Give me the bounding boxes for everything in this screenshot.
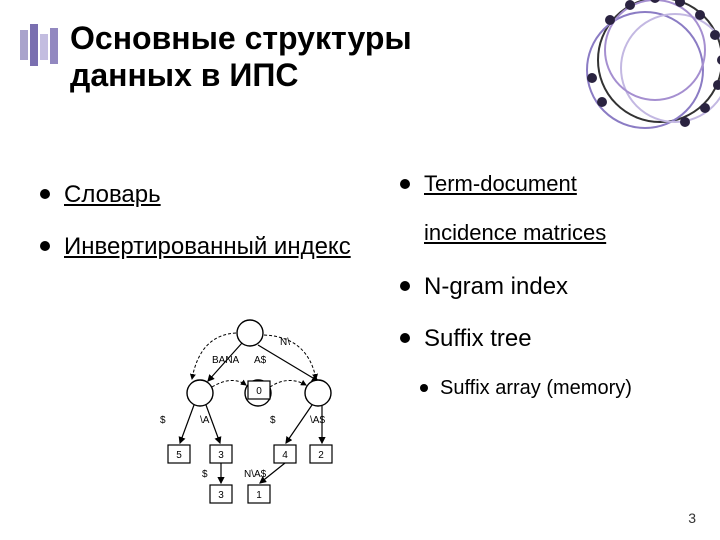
svg-text:\A$: \A$ (310, 415, 325, 426)
bullet-item: Словарь (40, 180, 360, 210)
bullet-icon (40, 241, 50, 251)
svg-text:N\: N\ (280, 337, 290, 348)
title-line-1: Основные структуры (70, 20, 412, 56)
svg-text:N\A$: N\A$ (244, 469, 267, 480)
bullet-text: Term-document (424, 170, 577, 198)
svg-text:2: 2 (318, 450, 324, 461)
suffix-tree-diagram: 0534231N\BANAA$$\A$\A$$N\A$ (150, 310, 360, 520)
title-line-2: данных в ИПС (70, 57, 298, 93)
bullet-icon (420, 384, 428, 392)
bullet-icon (400, 281, 410, 291)
svg-text:5: 5 (176, 450, 182, 461)
bullet-item: Инвертированный индекс (40, 232, 360, 262)
svg-text:\A: \A (200, 415, 210, 426)
svg-text:$: $ (160, 415, 166, 426)
bar-decoration (20, 20, 60, 70)
bullet-text: Suffix array (memory) (440, 376, 632, 401)
bullet-icon (40, 189, 50, 199)
svg-text:$: $ (270, 415, 276, 426)
bullet-item: N-gram index (400, 272, 700, 302)
bullet-text: Словарь (64, 180, 161, 210)
left-column: Словарь Инвертированный индекс (40, 180, 360, 284)
svg-text:4: 4 (282, 450, 288, 461)
page-number: 3 (688, 510, 696, 526)
bullet-item: Term-document (400, 170, 700, 198)
bullet-icon (400, 333, 410, 343)
svg-text:$: $ (202, 469, 208, 480)
corner-decoration (550, 0, 720, 170)
bullet-text: Suffix tree (424, 324, 532, 354)
svg-text:A$: A$ (254, 355, 267, 366)
bullet-item-small: Suffix array (memory) (400, 376, 700, 401)
right-column: Term-document incidence matrices N-gram … (400, 170, 700, 423)
bullet-icon (400, 179, 410, 189)
svg-text:0: 0 (256, 386, 262, 397)
svg-text:3: 3 (218, 490, 224, 501)
bullet-text: N-gram index (424, 272, 568, 302)
bullet-item: Suffix tree (400, 324, 700, 354)
svg-text:BANA: BANA (212, 355, 240, 366)
svg-text:1: 1 (256, 490, 262, 501)
bullet-subline: incidence matrices (424, 220, 700, 246)
bullet-text: Инвертированный индекс (64, 232, 351, 262)
slide-title: Основные структуры данных в ИПС (70, 20, 412, 94)
svg-text:3: 3 (218, 450, 224, 461)
